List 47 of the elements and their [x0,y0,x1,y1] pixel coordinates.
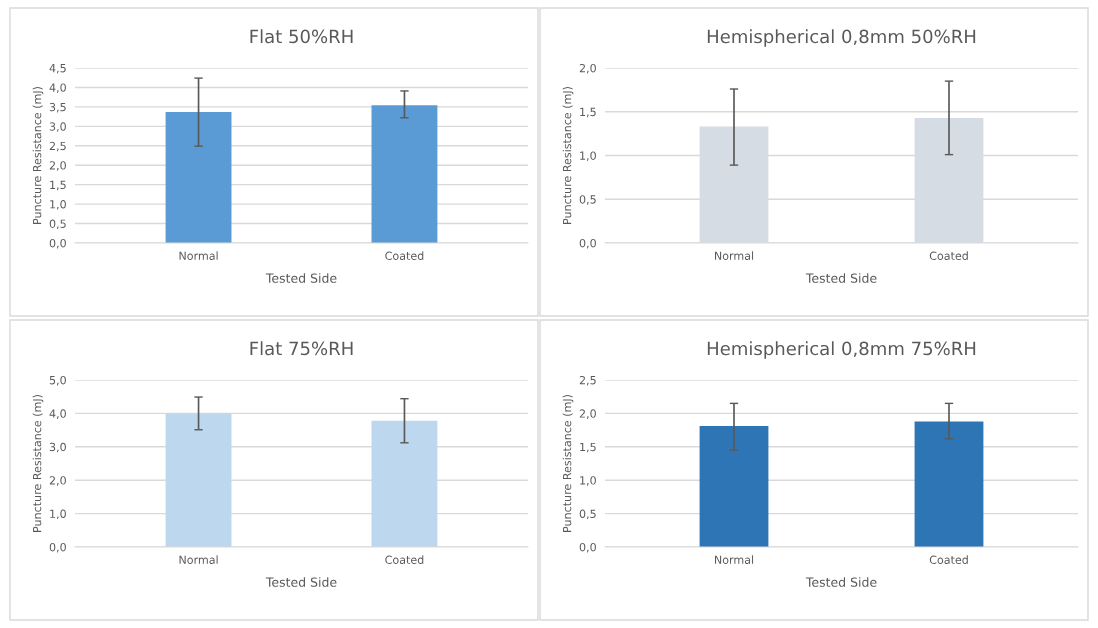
y-tick-label: 3,0 [49,442,66,453]
chart-title: Flat 50%RH [250,29,353,44]
x-axis-title: Tested Side [805,273,877,283]
y-tick-label: 0,5 [579,195,596,205]
y-tick-label: 0,0 [49,238,66,249]
chart-title: Hemispherical 0,8mm 50%RH [707,29,976,47]
y-tick-label: 1,0 [50,200,66,210]
y-tick-label: 4,0 [49,83,66,93]
y-tick-label: 2,5 [579,375,596,386]
y-tick-label: 0,5 [579,509,596,520]
x-tick-label: Coated [929,555,968,564]
x-tick-label: Normal [714,251,754,260]
x-tick-label: Normal [179,555,218,564]
y-tick-label: 1,5 [580,107,596,118]
x-axis-title: Tested Side [265,273,337,283]
y-tick-label: 0,0 [579,238,596,249]
y-tick-label: 2,0 [579,409,596,419]
y-tick-label: 2,0 [49,476,66,486]
y-tick-label: 0,5 [49,219,66,230]
y-tick-label: 2,0 [49,161,66,171]
y-tick-label: 0,0 [579,542,596,553]
y-tick-label: 1,0 [580,151,596,162]
y-axis-title: Puncture Resistance (mJ) [562,394,574,532]
y-tick-label: 5,0 [49,375,66,386]
y-tick-label: 0,0 [49,542,66,553]
y-tick-label: 1,5 [580,442,596,453]
chart-title: Flat 75%RH [250,341,353,356]
y-axis-title: Puncture Resistance (mJ) [32,86,44,224]
y-tick-label: 2,5 [49,141,66,152]
y-axis-title: Puncture Resistance (mJ) [562,86,574,224]
y-tick-label: 1,5 [50,180,66,191]
x-axis-title: Tested Side [265,577,337,587]
y-tick-label: 4,0 [49,409,66,419]
y-tick-label: 1,0 [50,509,66,520]
y-tick-label: 3,5 [49,102,66,113]
x-tick-label: Coated [929,251,968,260]
chart-title: Hemispherical 0,8mm 75%RH [707,341,976,359]
x-axis-title: Tested Side [805,577,877,587]
x-tick-label: Normal [179,251,218,260]
x-tick-label: Coated [385,555,424,564]
y-tick-label: 3,0 [49,122,66,132]
y-tick-label: 2,0 [579,63,596,74]
y-tick-label: 4,5 [49,64,66,74]
x-tick-label: Normal [714,555,754,564]
y-axis-title: Puncture Resistance (mJ) [32,394,44,532]
x-tick-label: Coated [385,251,424,260]
y-tick-label: 1,0 [580,476,596,486]
